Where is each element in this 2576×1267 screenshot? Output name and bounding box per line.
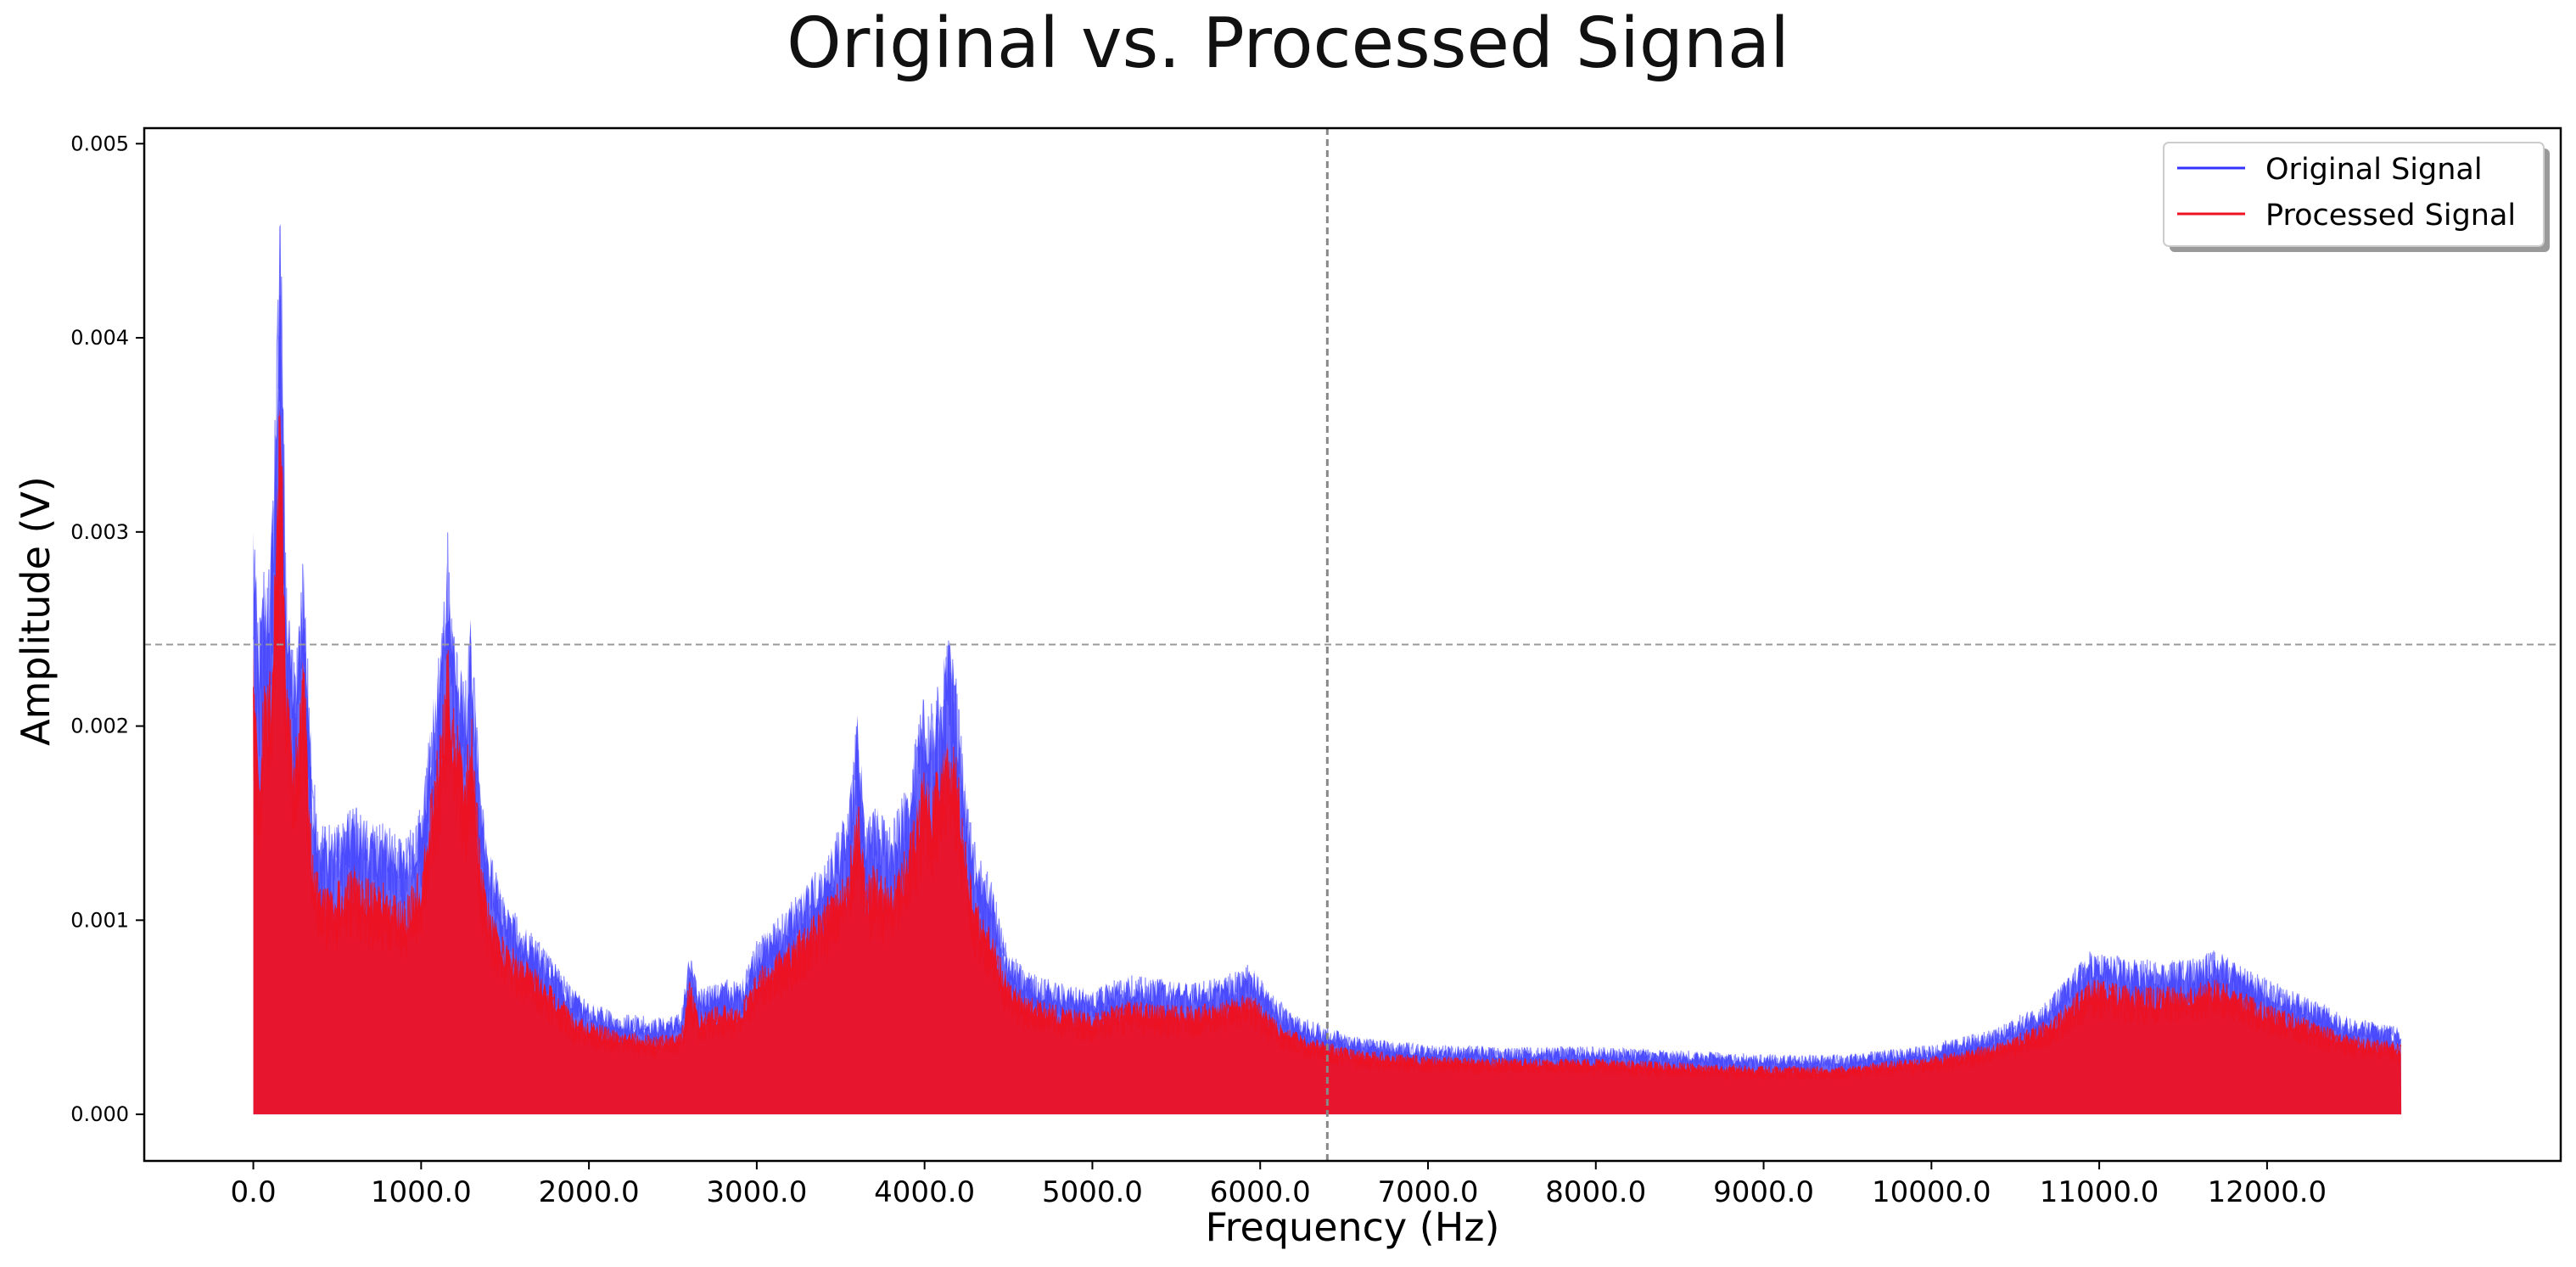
x-tick-label: 8000.0	[1545, 1175, 1646, 1209]
plot-frame	[143, 126, 2562, 1163]
y-tick-label: 0.002	[70, 715, 129, 738]
y-axis: 0.000 0.001 0.002 0.003 0.004 0.005	[70, 132, 144, 1126]
x-tick-label: 9000.0	[1713, 1175, 1814, 1209]
x-tick-label: 0.0	[231, 1175, 277, 1209]
x-tick-label: 11000.0	[2040, 1175, 2159, 1209]
x-tick-label: 1000.0	[371, 1175, 472, 1209]
legend: Original Signal Processed Signal	[2163, 142, 2550, 252]
x-tick-label: 10000.0	[1872, 1175, 1991, 1209]
legend-box	[2163, 142, 2545, 247]
x-tick-label: 7000.0	[1378, 1175, 1479, 1209]
y-tick-label: 0.003	[70, 520, 129, 544]
x-tick-label: 6000.0	[1210, 1175, 1311, 1209]
crosshair	[144, 128, 2561, 1161]
y-tick-label: 0.004	[70, 326, 129, 350]
x-axis: 0.0 1000.0 2000.0 3000.0 4000.0 5000.0 6000.0 7…	[231, 1161, 2327, 1209]
x-tick-label: 12000.0	[2208, 1175, 2327, 1209]
y-tick-label: 0.005	[70, 132, 129, 155]
series-line-original	[253, 276, 2402, 1074]
series-fill-processed	[253, 408, 2402, 1115]
x-axis-label: Frequency (Hz)	[1206, 1204, 1500, 1250]
x-tick-label: 4000.0	[874, 1175, 975, 1209]
y-tick-label: 0.001	[70, 908, 129, 932]
x-tick-label: 5000.0	[1042, 1175, 1143, 1209]
y-tick-label: 0.000	[70, 1102, 129, 1126]
legend-label-processed: Processed Signal	[2265, 199, 2516, 233]
series-layer	[253, 224, 2402, 1115]
chart-title: Original vs. Processed Signal	[787, 3, 1789, 84]
y-axis-label: Amplitude (V)	[13, 476, 59, 746]
legend-label-original: Original Signal	[2265, 153, 2483, 187]
x-tick-label: 3000.0	[706, 1175, 807, 1209]
x-tick-label: 2000.0	[539, 1175, 640, 1209]
